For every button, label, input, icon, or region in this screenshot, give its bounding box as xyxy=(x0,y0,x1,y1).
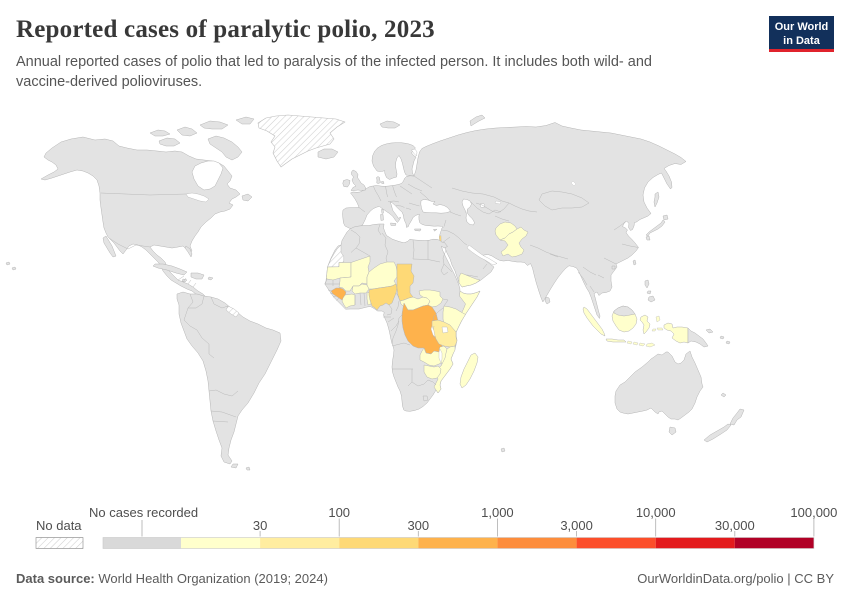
svg-text:30: 30 xyxy=(253,518,267,533)
svg-text:100: 100 xyxy=(328,505,350,520)
svg-text:10,000: 10,000 xyxy=(636,505,676,520)
svg-text:3,000: 3,000 xyxy=(560,518,593,533)
svg-text:300: 300 xyxy=(407,518,429,533)
svg-text:1,000: 1,000 xyxy=(481,505,514,520)
svg-text:No cases recorded: No cases recorded xyxy=(89,505,198,520)
svg-text:30,000: 30,000 xyxy=(715,518,755,533)
svg-text:No data: No data xyxy=(36,518,82,533)
svg-text:100,000: 100,000 xyxy=(790,505,837,520)
